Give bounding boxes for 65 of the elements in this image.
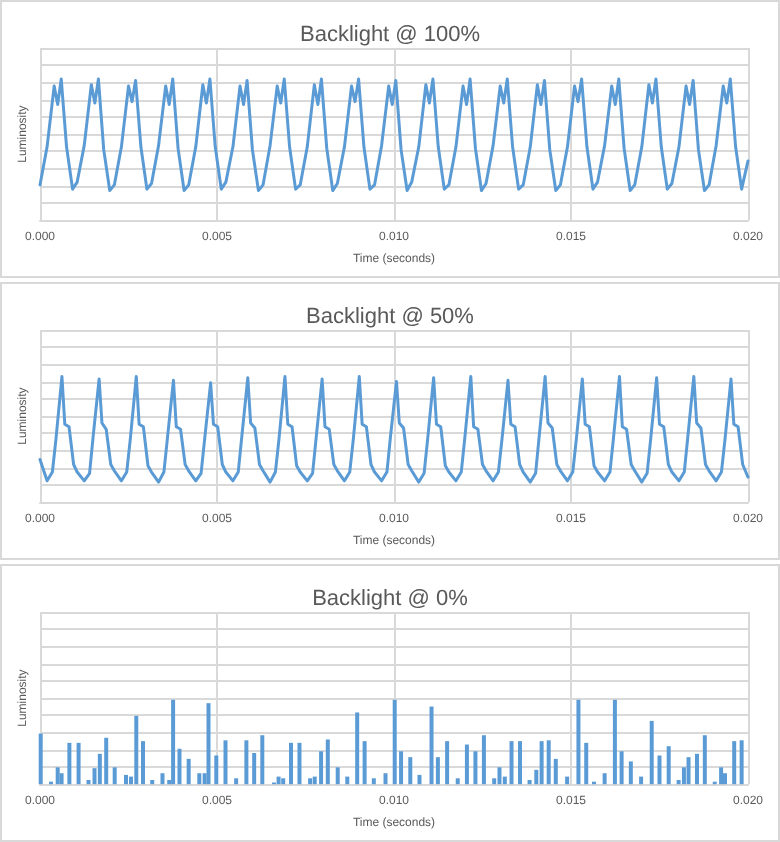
bar xyxy=(481,735,486,785)
bar xyxy=(722,773,727,785)
bar xyxy=(297,742,302,785)
bar xyxy=(576,699,581,785)
bar xyxy=(335,767,340,785)
bar xyxy=(171,699,176,785)
chart-title: Backlight @ 50% xyxy=(306,305,475,329)
bar xyxy=(732,741,737,785)
bar xyxy=(355,712,360,785)
bar xyxy=(408,757,413,785)
bar xyxy=(223,740,228,785)
bar xyxy=(695,753,700,785)
bar xyxy=(252,752,257,785)
bar xyxy=(206,703,211,785)
bar xyxy=(649,720,654,785)
bar xyxy=(584,742,589,785)
bar xyxy=(288,742,293,785)
bar xyxy=(602,773,607,785)
bar xyxy=(686,757,691,785)
bar xyxy=(281,778,286,785)
bar xyxy=(565,776,570,785)
bar xyxy=(628,761,633,785)
bar xyxy=(702,735,707,785)
bar xyxy=(124,774,129,785)
bar xyxy=(371,778,376,785)
bar xyxy=(186,758,191,785)
bar xyxy=(134,715,139,785)
bar xyxy=(518,741,523,785)
bar xyxy=(539,741,544,785)
bar xyxy=(260,735,265,785)
bar xyxy=(112,767,117,785)
bar xyxy=(38,733,43,785)
bar xyxy=(392,699,397,785)
bar xyxy=(362,741,367,785)
chart-title: Backlight @ 0% xyxy=(312,587,469,611)
chart-title: Backlight @ 100% xyxy=(299,23,481,47)
bar xyxy=(666,746,671,785)
bar xyxy=(739,740,744,785)
bar xyxy=(104,737,109,785)
bar xyxy=(497,767,502,785)
bar xyxy=(455,778,460,785)
bar xyxy=(464,744,469,785)
bar xyxy=(417,774,422,785)
bar xyxy=(197,773,202,785)
bar xyxy=(473,751,478,785)
bar xyxy=(150,779,155,785)
bar xyxy=(383,773,388,785)
bar xyxy=(234,778,239,785)
bar xyxy=(345,776,350,785)
bar xyxy=(276,776,281,785)
bar xyxy=(244,740,249,785)
bar xyxy=(308,778,313,785)
bar xyxy=(546,740,551,785)
bar xyxy=(67,742,72,785)
bar xyxy=(445,741,450,785)
bar xyxy=(55,767,60,785)
bar xyxy=(509,741,514,785)
bar xyxy=(639,776,644,785)
bar xyxy=(719,767,724,785)
bar xyxy=(325,739,330,785)
bar xyxy=(160,773,165,785)
bar xyxy=(429,706,434,785)
bar xyxy=(76,742,81,785)
bar xyxy=(657,755,662,785)
bar xyxy=(612,699,617,785)
